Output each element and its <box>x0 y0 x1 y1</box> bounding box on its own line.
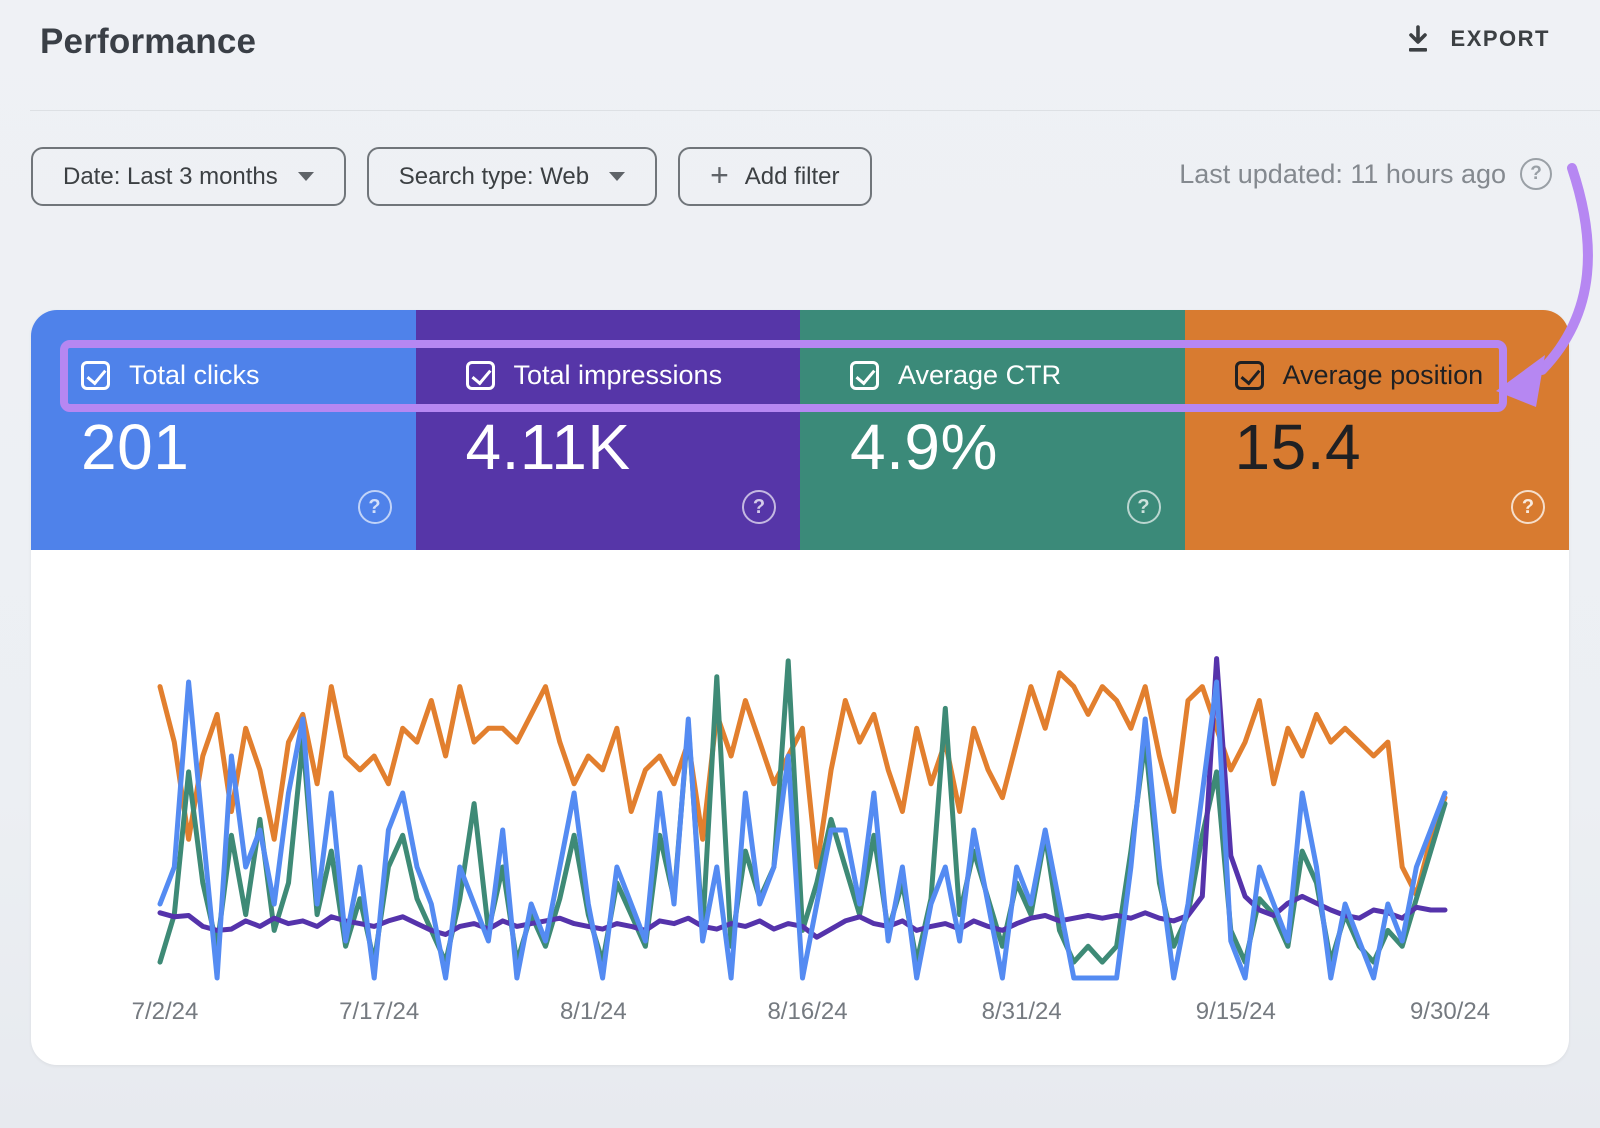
metric-label: Average position <box>1282 360 1484 390</box>
filter-bar: Date: Last 3 months Search type: Web + A… <box>31 147 872 206</box>
x-tick-label: 7/2/24 <box>131 998 199 1025</box>
help-icon[interactable]: ? <box>357 490 392 524</box>
date-filter-chip[interactable]: Date: Last 3 months <box>31 147 346 206</box>
metric-card-total-impressions[interactable]: Total impressions 4.11K ? <box>415 310 800 550</box>
metric-card-total-clicks[interactable]: Total clicks 201 ? <box>31 310 416 550</box>
x-tick-label: 7/17/24 <box>339 998 420 1025</box>
metric-value: 201 <box>81 411 190 483</box>
add-filter-label: Add filter <box>744 162 840 190</box>
plus-icon: + <box>710 157 729 193</box>
series-line-average-position <box>157 670 1448 898</box>
metric-cards: Total clicks 201 ? Total impressions 4.1… <box>31 310 1569 550</box>
metric-label: Average CTR <box>898 360 1062 390</box>
help-icon[interactable]: ? <box>1126 490 1161 524</box>
x-tick-label: 8/1/24 <box>559 998 627 1025</box>
chart-lines <box>157 656 1448 981</box>
chevron-down-icon <box>609 172 626 181</box>
page-title: Performance <box>40 22 257 61</box>
metric-label: Total impressions <box>513 360 723 390</box>
metric-card-average-position[interactable]: Average position 15.4 ? <box>1184 310 1569 550</box>
performance-panel: Total clicks 201 ? Total impressions 4.1… <box>31 310 1569 1065</box>
help-icon[interactable]: ? <box>742 490 776 524</box>
metric-value: 4.9% <box>850 411 998 483</box>
help-icon[interactable]: ? <box>1520 158 1552 190</box>
metric-card-average-ctr[interactable]: Average CTR 4.9% ? <box>800 310 1185 550</box>
search-type-filter-chip[interactable]: Search type: Web <box>366 147 658 206</box>
chevron-down-icon <box>297 172 314 181</box>
last-updated: Last updated: 11 hours ago ? <box>1179 158 1552 190</box>
add-filter-chip[interactable]: + Add filter <box>678 147 872 206</box>
x-tick-label: 9/30/24 <box>1409 998 1491 1025</box>
help-icon[interactable]: ? <box>1511 490 1545 524</box>
total-impressions-checkbox[interactable] <box>465 361 495 390</box>
export-label: EXPORT <box>1450 26 1550 51</box>
metric-value: 4.11K <box>465 411 631 483</box>
average-position-checkbox[interactable] <box>1234 361 1264 390</box>
x-tick-label: 8/16/24 <box>767 998 848 1025</box>
export-button[interactable]: EXPORT <box>1403 24 1550 54</box>
x-tick-label: 9/15/24 <box>1195 998 1276 1025</box>
performance-chart: 7/2/24 7/17/24 8/1/24 8/16/24 8/31/24 9/15/24… <box>31 550 1569 1065</box>
series-line-total-clicks <box>157 679 1448 981</box>
header-divider <box>30 110 1600 111</box>
metric-value: 15.4 <box>1234 411 1362 483</box>
average-ctr-checkbox[interactable] <box>850 361 879 390</box>
series-line-total-impressions <box>157 656 1448 940</box>
download-icon <box>1403 24 1433 54</box>
date-filter-label: Date: Last 3 months <box>63 162 278 190</box>
x-tick-label: 8/31/24 <box>981 998 1062 1025</box>
search-type-filter-label: Search type: Web <box>398 162 590 190</box>
x-axis: 7/2/24 7/17/24 8/1/24 8/16/24 8/31/24 9/15/24… <box>31 998 1569 1038</box>
total-clicks-checkbox[interactable] <box>81 361 110 390</box>
last-updated-text: Last updated: 11 hours ago <box>1179 158 1506 189</box>
metric-label: Total clicks <box>129 360 260 390</box>
